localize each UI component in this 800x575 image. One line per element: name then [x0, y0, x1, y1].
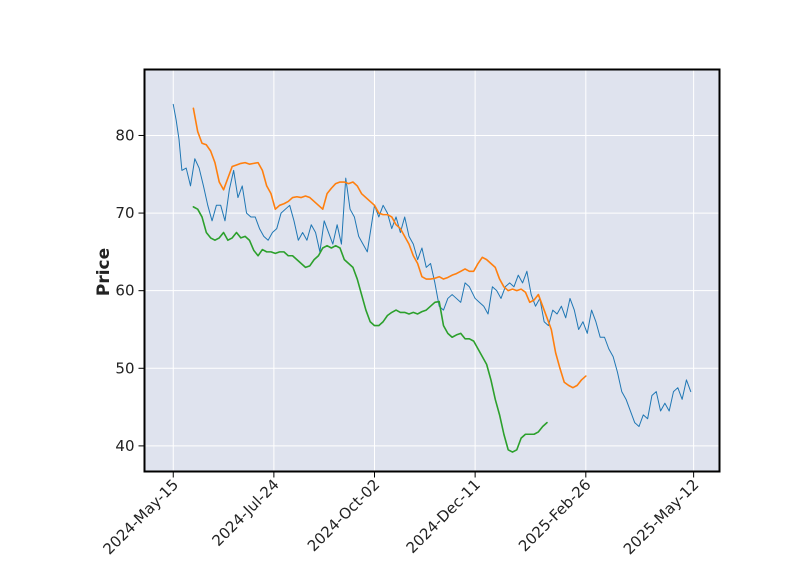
x-tick-label: 2024-Dec-11: [403, 476, 484, 557]
y-tick-label: 60: [115, 282, 134, 300]
x-axis-ticks: 2024-May-15 2024-Jul-24 2024-Oct-02 2024-De…: [99, 471, 703, 559]
x-tick-label: 2025-Feb-26: [515, 476, 595, 556]
price-line: [172, 103, 692, 427]
x-tick-label: 2024-May-15: [99, 476, 182, 559]
y-gridlines: [144, 134, 720, 447]
x-tick-label: 2024-Oct-02: [304, 476, 384, 556]
y-tick-label: 40: [115, 437, 134, 455]
lower-band-line: [192, 206, 548, 453]
y-tick-label: 80: [115, 126, 134, 144]
upper-band-line: [192, 107, 587, 389]
series-layer: [172, 103, 692, 453]
plot-frame: [143, 68, 721, 473]
y-axis-ticks: 40 50 60 70 80: [115, 126, 145, 455]
x-gridlines: [172, 69, 695, 472]
y-tick-label: 50: [115, 359, 134, 377]
y-tick-label: 70: [115, 204, 134, 222]
x-tick-label: 2025-May-12: [620, 476, 703, 559]
x-tick-label: 2024-Jul-24: [208, 476, 282, 550]
y-axis-title: Price: [94, 248, 114, 296]
